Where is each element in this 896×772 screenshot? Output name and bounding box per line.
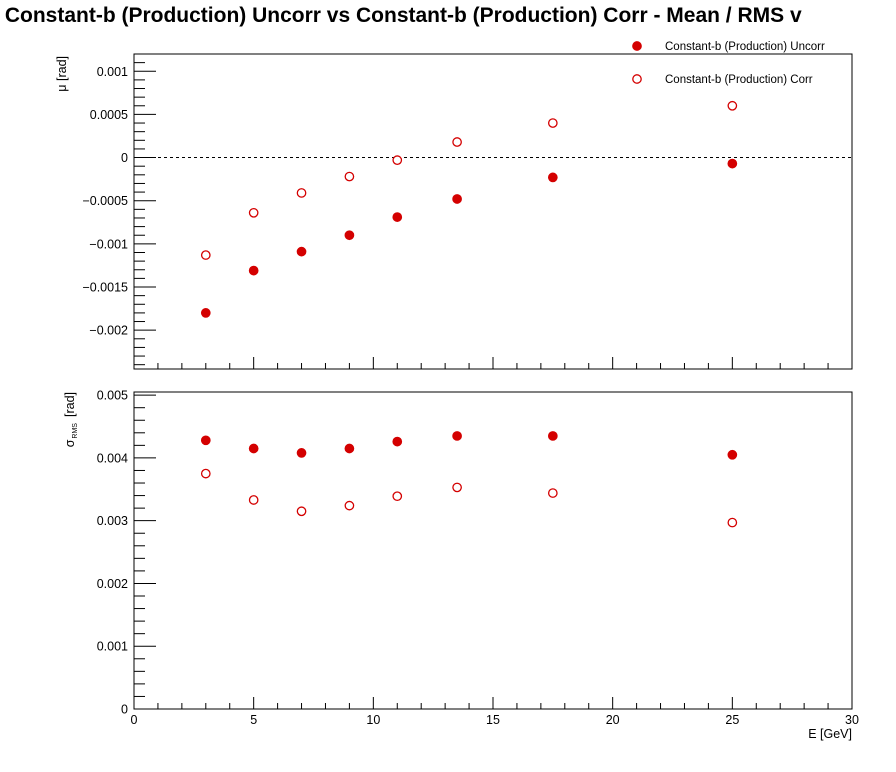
data-point-uncorr [344,443,355,454]
chart-title: - Constant-b (Production) Uncorr vs Cons… [0,4,802,27]
y-tick-label: 0 [121,703,128,717]
top-panel: −0.002 −0.0015 −0.001 −0.0005 0 0.0005 0.001 μ … [55,41,853,370]
plot-frame [133,53,853,370]
legend-marker-corr [632,74,642,84]
data-point-uncorr [296,448,307,458]
data-point-corr [547,488,558,498]
data-point-uncorr [452,194,462,204]
x-tick-label: 5 [250,713,257,727]
y-tick-label: 0.004 [97,451,128,465]
y-tick-label: 0.005 [97,389,128,403]
legend-label: Constant-b (Production) Corr [665,74,813,86]
legend-marker-uncorr [632,41,642,51]
data-point-corr [344,500,355,511]
bottom-panel: 0 0.001 0.002 0.003 0.004 0.005 0 5 10 15 20 25 30E … [63,389,859,741]
data-point-uncorr [727,158,738,169]
data-point-uncorr [392,212,403,222]
data-point-uncorr [200,435,211,446]
y-axis-title: σRMS[rad] [63,392,79,447]
data-point-uncorr [296,246,307,257]
x-tick-label: 25 [725,713,739,727]
y-tick-label: 0 [121,151,128,165]
data-point-corr [392,155,403,166]
data-point-corr [452,137,462,147]
y-tick-label: −0.0015 [82,281,128,295]
data-point-uncorr [248,265,259,276]
data-point-corr [344,171,355,182]
y-tick-label: 0.001 [97,640,128,654]
data-point-uncorr [547,172,558,183]
data-point-uncorr [452,431,462,441]
data-point-corr [200,250,211,260]
y-tick-label: 0.002 [97,577,128,591]
x-tick-label: 30 [845,713,859,727]
data-point-corr [200,468,211,479]
x-tick-label: 15 [486,713,500,727]
data-point-corr [392,491,403,502]
y-tick-label: −0.0005 [82,194,128,208]
data-point-uncorr [392,436,403,447]
y-axis-title: μ [rad] [55,56,69,92]
data-point-corr [727,517,738,528]
data-point-corr [296,188,307,198]
data-point-uncorr [727,449,738,460]
data-point-uncorr [547,431,558,441]
y-tick-label: 0.001 [97,65,128,79]
plot-frame [133,391,853,710]
x-tick-label: 20 [606,713,620,727]
x-tick-label: 0 [131,713,138,727]
data-point-uncorr [344,230,355,241]
y-tick-label: −0.002 [89,324,128,338]
y-tick-label: 0.003 [97,514,128,528]
y-tick-label: 0.0005 [90,108,128,122]
data-point-corr [452,482,462,493]
y-tick-label: −0.001 [89,237,128,251]
data-point-corr [296,506,307,517]
data-point-corr [547,118,558,128]
data-point-uncorr [200,308,211,318]
data-point-uncorr [248,443,259,454]
x-axis-title: E [GeV] [808,727,852,741]
data-point-corr [248,207,259,218]
data-point-corr [727,100,738,111]
data-point-corr [248,495,259,505]
x-tick-label: 10 [366,713,380,727]
legend-label: Constant-b (Production) Uncorr [665,41,825,53]
